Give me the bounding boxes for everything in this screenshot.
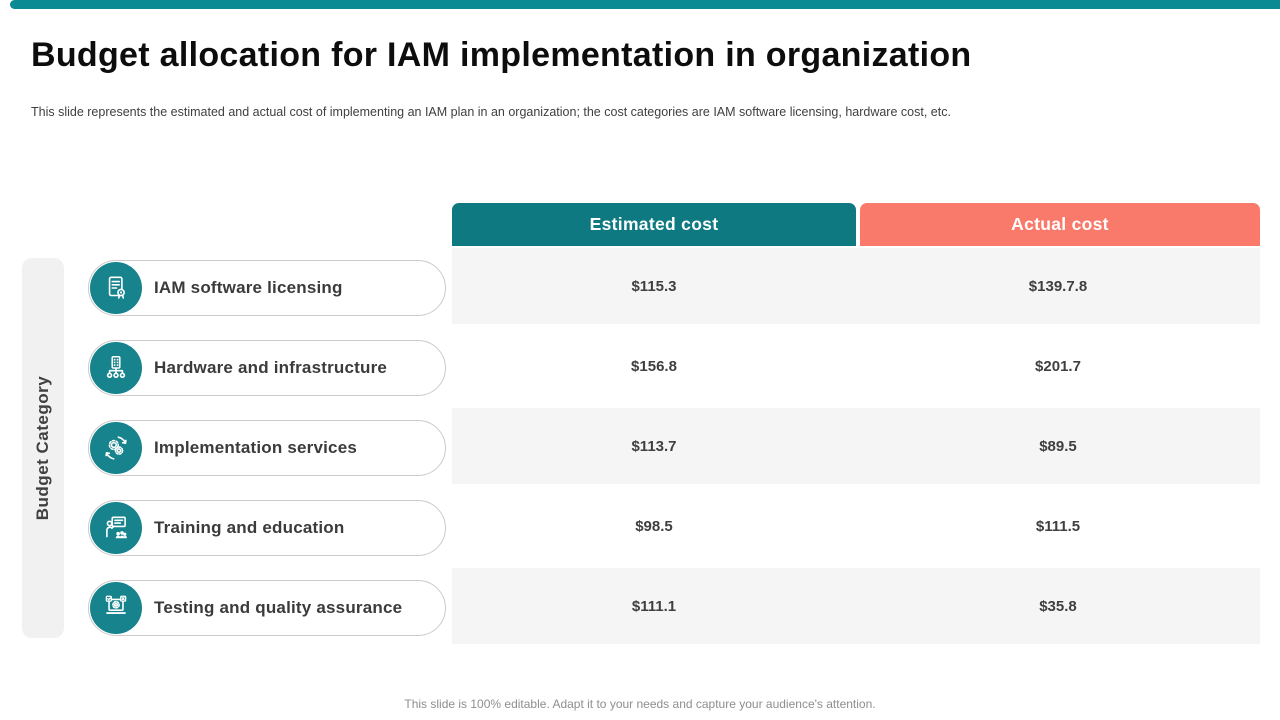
estimated-cost-value: $111.1 (631, 597, 677, 615)
estimated-cost-value: $156.8 (631, 357, 677, 375)
actual-cost-value: $89.5 (1039, 437, 1077, 455)
actual-cost-value: $35.8 (1039, 597, 1077, 615)
footer-note: This slide is 100% editable. Adapt it to… (404, 697, 876, 711)
budget-category-label: Budget Category (33, 375, 52, 521)
training-presenter-icon (90, 502, 142, 554)
estimated-cost-value: $98.5 (635, 517, 673, 535)
category-label: Hardware and infrastructure (154, 358, 388, 377)
table-row: $156.8 $201.7 (452, 326, 1260, 406)
category-pill: Training and education (88, 500, 446, 556)
actual-cost-value: $111.5 (1035, 517, 1081, 535)
estimated-cost-value: $115.3 (631, 277, 677, 295)
laptop-testing-icon (90, 582, 142, 634)
license-certificate-icon (90, 262, 142, 314)
actual-cost-value: $139.7.8 (1028, 277, 1088, 295)
actual-cost-value: $201.7 (1035, 357, 1081, 375)
category-pill: Hardware and infrastructure (88, 340, 446, 396)
server-network-icon (90, 342, 142, 394)
budget-category-axis: Budget Category (22, 258, 64, 638)
table-row: $113.7 $89.5 (452, 406, 1260, 486)
category-label: IAM software licensing (154, 278, 343, 297)
table-row: $115.3 $139.7.8 (452, 246, 1260, 326)
category-pill: Implementation services (88, 420, 446, 476)
slide-description: This slide represents the estimated and … (31, 105, 951, 119)
top-accent-bar (10, 0, 1280, 9)
table-row: $111.1 $35.8 (452, 566, 1260, 646)
category-label: Training and education (154, 518, 345, 537)
table-row: $98.5 $111.5 (452, 486, 1260, 566)
page-title: Budget allocation for IAM implementation… (31, 36, 972, 74)
estimated-cost-value: $113.7 (631, 437, 677, 455)
category-pill: IAM software licensing (88, 260, 446, 316)
column-header-actual-cost: Actual cost (860, 203, 1260, 246)
category-label: Testing and quality assurance (154, 598, 403, 617)
gears-sync-icon (90, 422, 142, 474)
category-pill: Testing and quality assurance (88, 580, 446, 636)
category-label: Implementation services (154, 438, 358, 457)
column-header-estimated-cost: Estimated cost (452, 203, 856, 246)
cost-table-body: $115.3 $139.7.8 $156.8 $201.7 $113.7 $89… (452, 246, 1260, 646)
